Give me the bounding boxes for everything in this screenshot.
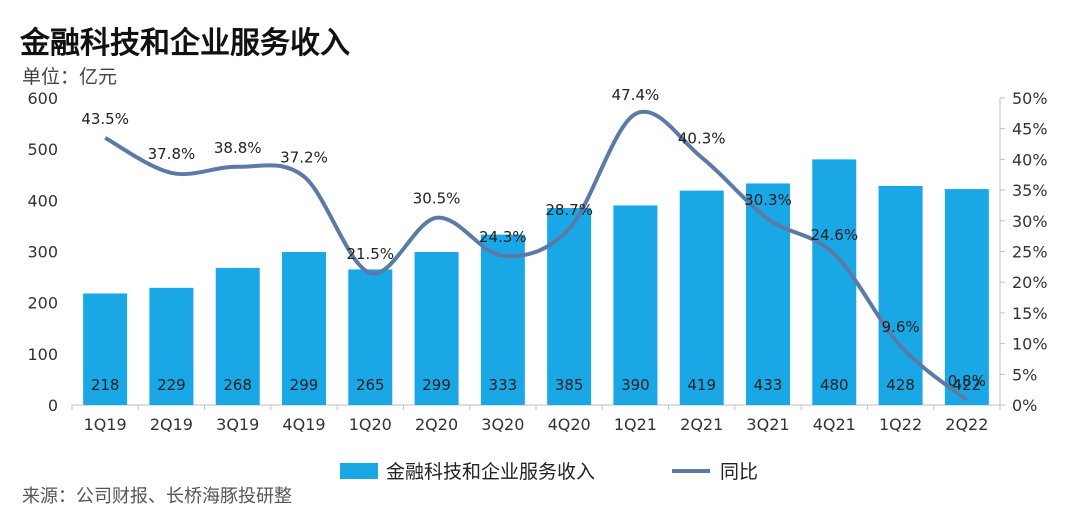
- bar: [812, 159, 857, 405]
- unit-label: 单位：亿元: [22, 66, 118, 88]
- y-right-tick-label: 40%: [1012, 150, 1048, 169]
- yoy-value-label: 24.6%: [810, 226, 858, 244]
- y-right-tick-label: 25%: [1012, 243, 1048, 262]
- x-tick-label: 4Q20: [548, 415, 591, 434]
- y-right-tick-label: 45%: [1012, 120, 1048, 139]
- x-tick-label: 3Q19: [216, 415, 259, 434]
- yoy-value-label: 0.8%: [948, 372, 986, 390]
- bar-value-label: 422: [953, 376, 982, 394]
- y-right-tick-label: 20%: [1012, 273, 1048, 292]
- yoy-value-label: 38.8%: [214, 139, 262, 157]
- yoy-value-label: 37.8%: [148, 145, 196, 163]
- yoy-value-label: 9.6%: [882, 318, 920, 336]
- yoy-value-label: 21.5%: [346, 245, 394, 263]
- bar-value-label: 299: [290, 376, 319, 394]
- bar: [414, 252, 459, 405]
- y-left-tick-label: 0: [48, 396, 58, 415]
- bar: [215, 267, 260, 405]
- y-left-tick-label: 100: [27, 345, 58, 364]
- y-right-tick-label: 30%: [1012, 212, 1048, 231]
- y-left-tick-label: 500: [27, 140, 58, 159]
- bar-value-label: 428: [886, 376, 915, 394]
- x-tick-label: 1Q22: [879, 415, 922, 434]
- chart-legend: 金融科技和企业服务收入 同比: [0, 457, 1080, 487]
- bar-value-label: 229: [157, 376, 186, 394]
- bar-value-label: 385: [555, 376, 584, 394]
- y-right-tick-label: 35%: [1012, 181, 1048, 200]
- bar: [83, 293, 128, 405]
- yoy-value-label: 43.5%: [81, 110, 129, 128]
- bar: [878, 186, 923, 405]
- bar-value-label: 433: [754, 376, 783, 394]
- legend-revenue-label: 金融科技和企业服务收入: [386, 461, 596, 483]
- combo-chart: 0 100 200 300 400 500 600 0% 5% 10% 15% 20% 25% 30% 35…: [27, 86, 1048, 434]
- y-right-tick-label: 50%: [1012, 89, 1048, 108]
- bar: [348, 269, 393, 405]
- legend-yoy-label: 同比: [720, 461, 759, 483]
- x-tick-label: 2Q19: [150, 415, 193, 434]
- y-left-tick-label: 300: [27, 243, 58, 262]
- bar-value-label: 218: [91, 376, 120, 394]
- x-tick-label: 2Q22: [945, 415, 988, 434]
- yoy-value-label: 47.4%: [612, 86, 660, 104]
- x-tick-label: 1Q21: [614, 415, 657, 434]
- bar-value-label: 299: [422, 376, 451, 394]
- x-tick-label: 3Q20: [481, 415, 524, 434]
- x-tick-label: 4Q19: [282, 415, 325, 434]
- bar: [149, 287, 194, 405]
- bar: [613, 205, 658, 405]
- bar: [480, 234, 525, 405]
- y-left-tick-label: 400: [27, 191, 58, 210]
- legend-item-yoy: 同比: [672, 457, 758, 484]
- source-note: 来源：公司财报、长桥海豚投研整: [22, 486, 292, 507]
- yoy-value-label: 28.7%: [545, 201, 593, 219]
- bar-value-label: 390: [621, 376, 650, 394]
- bar-value-label: 333: [489, 376, 518, 394]
- x-tick-label: 4Q21: [813, 415, 856, 434]
- bar: [282, 252, 326, 405]
- bar-value-label: 419: [687, 376, 716, 394]
- yoy-line: [104, 109, 969, 402]
- x-tick-label: 2Q21: [680, 415, 723, 434]
- x-tick-label: 3Q21: [746, 415, 789, 434]
- x-tick-label: 1Q20: [349, 415, 392, 434]
- y-left-tick-label: 600: [27, 89, 58, 108]
- bar-value-label: 268: [223, 376, 252, 394]
- bar-value-label: 480: [820, 376, 849, 394]
- chart-title: 金融科技和企业服务收入: [20, 26, 350, 61]
- yoy-value-label: 30.3%: [744, 191, 792, 209]
- yoy-value-label: 37.2%: [280, 149, 328, 167]
- yoy-value-label: 40.3%: [678, 130, 726, 148]
- yoy-value-label: 24.3%: [479, 228, 527, 246]
- bar: [679, 190, 724, 405]
- y-right-tick-label: 5%: [1012, 365, 1037, 384]
- legend-item-revenue: 金融科技和企业服务收入: [340, 457, 595, 484]
- legend-line-swatch: [672, 468, 710, 473]
- y-right-tick-label: 10%: [1012, 335, 1048, 354]
- x-tick-label: 2Q20: [415, 415, 458, 434]
- yoy-value-label: 30.5%: [413, 190, 461, 208]
- x-tick-label: 1Q19: [84, 415, 127, 434]
- bar-value-label: 265: [356, 376, 385, 394]
- legend-bar-swatch: [340, 462, 378, 479]
- y-right-tick-label: 0%: [1012, 396, 1037, 415]
- y-right-tick-label: 15%: [1012, 304, 1048, 323]
- y-left-tick-label: 200: [27, 294, 58, 313]
- bar: [944, 189, 989, 405]
